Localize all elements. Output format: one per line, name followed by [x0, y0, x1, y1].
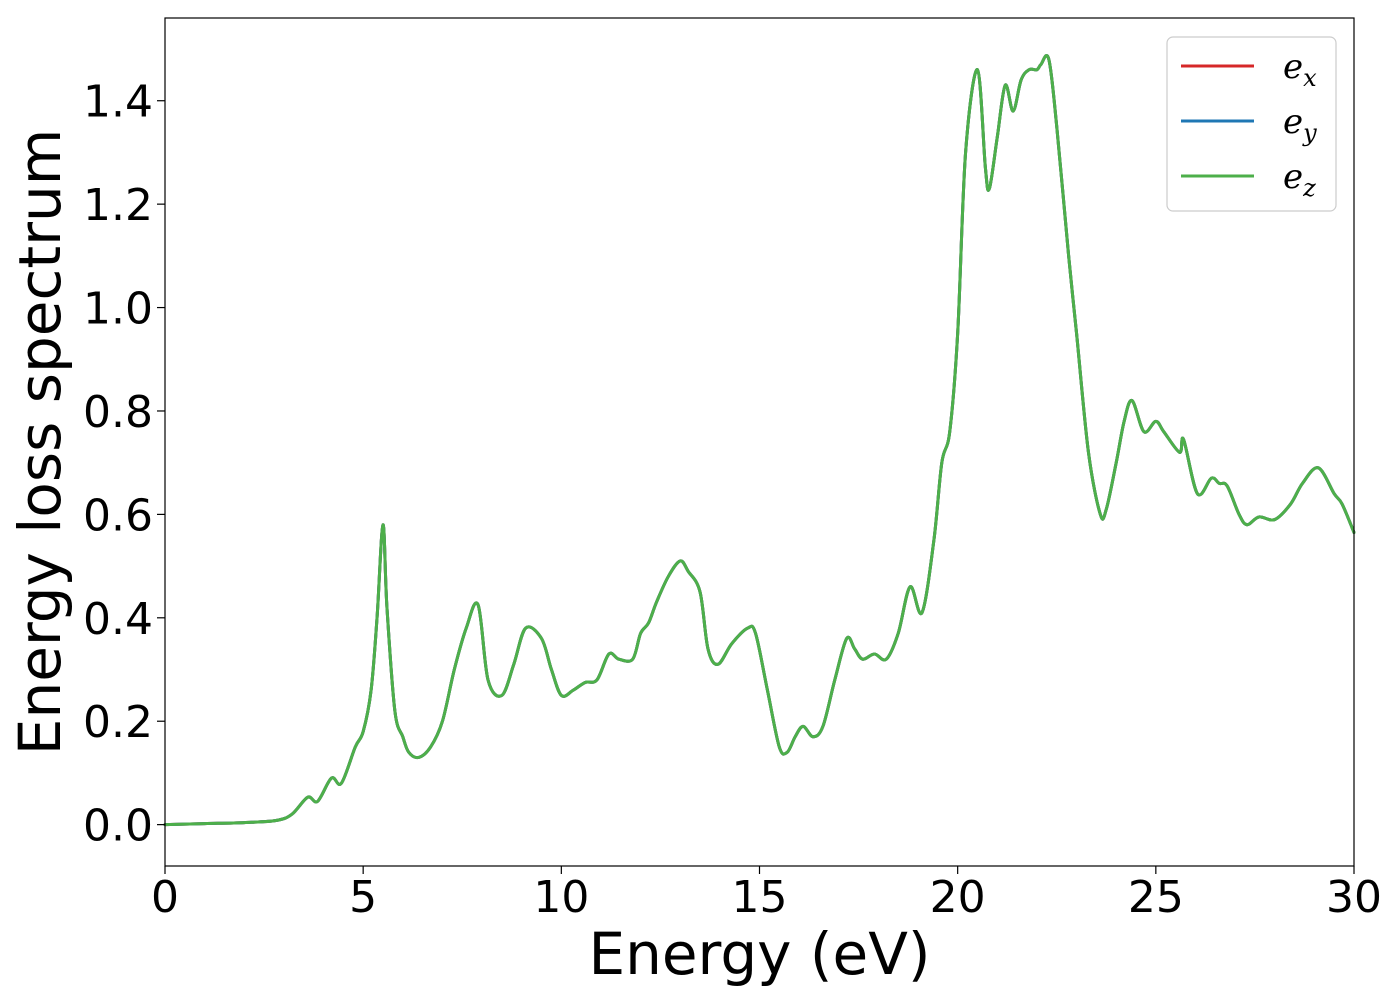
- y-tick-label: 1.4: [83, 77, 153, 128]
- legend-label-base: e: [1283, 157, 1303, 197]
- y-tick-label: 0.2: [83, 697, 153, 748]
- x-tick-label: 20: [930, 872, 986, 923]
- y-tick-label: 0.0: [83, 801, 153, 852]
- x-tick-label: 5: [349, 872, 377, 923]
- legend-label-subscript: x: [1303, 64, 1317, 92]
- series-layer: [163, 54, 1356, 827]
- x-tick-label: 0: [151, 872, 179, 923]
- x-tick-label: 25: [1128, 872, 1184, 923]
- y-tick-label: 0.6: [83, 490, 153, 541]
- y-axis-label: Energy loss spectrum: [6, 129, 74, 755]
- y-tick-label: 0.8: [83, 387, 153, 438]
- legend-label-base: e: [1283, 102, 1303, 142]
- x-axis-label: Energy (eV): [588, 920, 930, 988]
- legend-label-x: ex: [1283, 47, 1317, 92]
- x-axis: 0 5 10 15 20 25 30: [151, 866, 1382, 923]
- legend-label-subscript: y: [1302, 119, 1317, 147]
- y-tick-label: 1.2: [83, 180, 153, 231]
- legend-label-y: ey: [1283, 102, 1317, 147]
- legend-label-subscript: z: [1302, 174, 1316, 202]
- y-tick-label: 0.4: [83, 594, 153, 645]
- legend-label-base: e: [1283, 47, 1303, 87]
- x-tick-label: 15: [732, 872, 788, 923]
- plot-area: [163, 17, 1356, 867]
- y-tick-label: 1.0: [83, 284, 153, 335]
- x-tick-label: 30: [1326, 872, 1382, 923]
- y-axis: 0.0 0.2 0.4 0.6 0.8 1.0 1.2 1.4: [83, 77, 165, 852]
- series-line-e-z: [163, 54, 1356, 827]
- x-tick-label: 10: [533, 872, 589, 923]
- legend-box: [1166, 36, 1337, 212]
- legend-label-z: ez: [1283, 157, 1316, 202]
